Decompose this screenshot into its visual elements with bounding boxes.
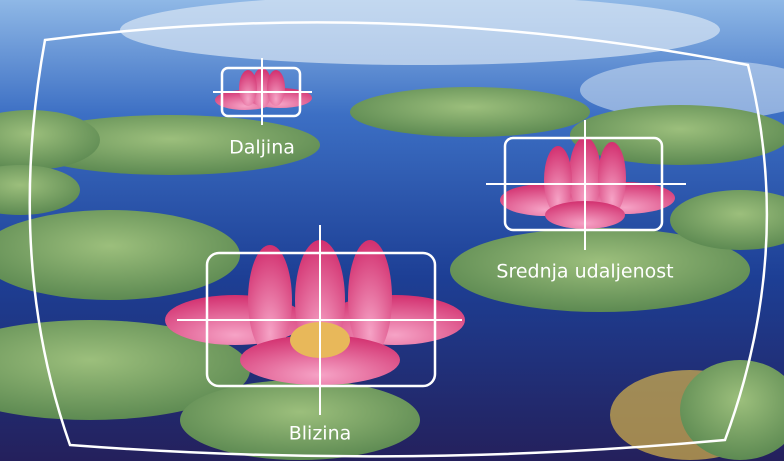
zone-label: Blizina: [289, 423, 352, 445]
zone-label: Daljina: [229, 137, 295, 159]
page: Daljina Srednja udaljenost Blizina (() =…: [0, 0, 784, 461]
zone-label: Srednja udaljenost: [496, 261, 673, 283]
photo: Daljina Srednja udaljenost Blizina: [0, 0, 784, 461]
